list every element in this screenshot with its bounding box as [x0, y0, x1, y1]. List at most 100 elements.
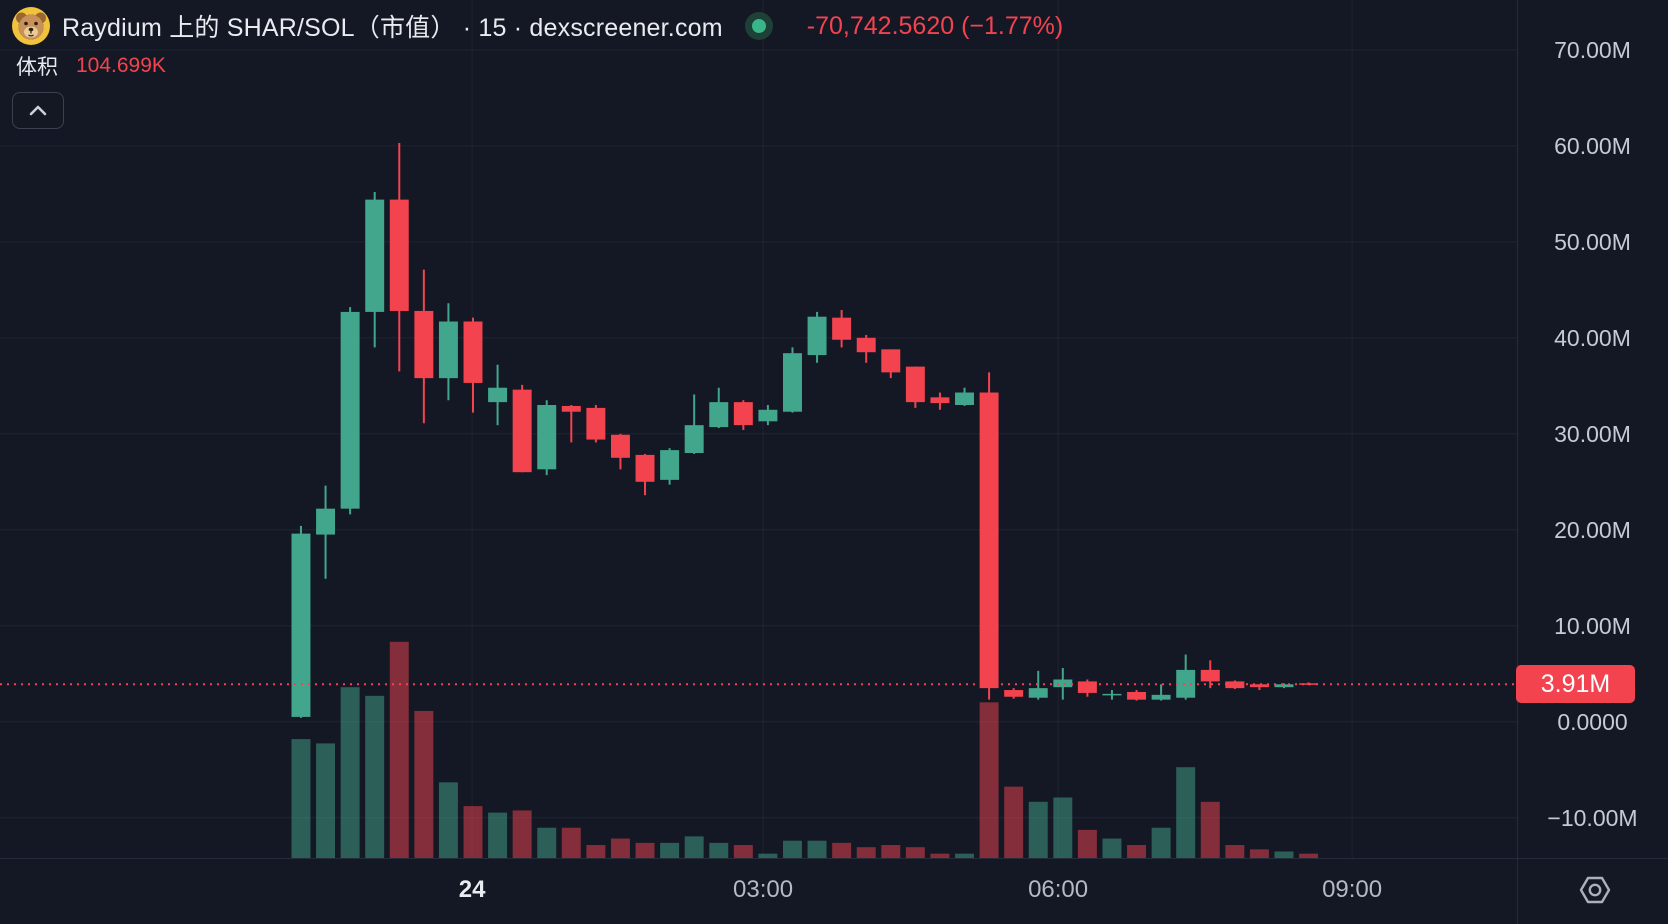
- candle-down: [881, 349, 901, 373]
- volume-bar: [881, 845, 901, 858]
- time-tick-label: 09:00: [1322, 876, 1383, 903]
- candle-up: [488, 387, 508, 403]
- volume-bar: [512, 810, 532, 858]
- candle-up: [537, 405, 557, 470]
- candle-down: [414, 310, 434, 379]
- price-tick-label: 30.00M: [1554, 420, 1631, 447]
- candle-down: [1077, 681, 1097, 693]
- time-tick-label: 03:00: [733, 876, 794, 903]
- volume-bar: [463, 806, 483, 858]
- volume-bar: [1077, 829, 1097, 858]
- price-tick-label: 60.00M: [1554, 132, 1631, 159]
- volume-bar: [438, 782, 458, 858]
- candle-up: [1176, 669, 1196, 698]
- volume-bar: [365, 695, 385, 858]
- candle-up: [758, 409, 778, 422]
- volume-bar: [1151, 827, 1171, 858]
- volume-bar: [586, 845, 606, 858]
- candle-down: [930, 397, 950, 404]
- candle-down: [561, 405, 581, 412]
- volume-bar: [537, 827, 557, 858]
- candle-up: [365, 199, 385, 312]
- candle-up: [1102, 693, 1122, 696]
- volume-bar: [389, 641, 409, 858]
- volume-bar: [1225, 845, 1245, 858]
- candle-down: [586, 407, 606, 440]
- candle-down: [856, 337, 876, 353]
- candle-up: [660, 450, 680, 480]
- volume-bar: [684, 836, 704, 858]
- legend-collapse-button[interactable]: [12, 92, 64, 129]
- volume-bar: [905, 847, 925, 858]
- candle-down: [1299, 683, 1319, 685]
- volume-bar: [561, 827, 581, 858]
- volume-bar: [733, 845, 753, 858]
- price-axis[interactable]: 70.00M 60.00M 50.00M 40.00M 30.00M 20.00M 10.0…: [1517, 0, 1668, 858]
- market-status-dot[interactable]: [744, 12, 773, 40]
- price-axis-separator: [1517, 0, 1518, 924]
- candle-down: [1249, 684, 1269, 688]
- volume-bar: [1127, 845, 1147, 858]
- candle-up: [1028, 688, 1048, 698]
- volume-bar: [709, 842, 729, 858]
- candle-down: [610, 434, 630, 458]
- time-tick-label: 06:00: [1028, 876, 1089, 903]
- chevron-up-icon: [29, 105, 47, 116]
- candle-up: [438, 321, 458, 379]
- candle-up: [684, 425, 704, 453]
- time-tick-label: 24: [458, 876, 486, 903]
- candle-up: [807, 316, 827, 356]
- volume-bar: [979, 702, 999, 858]
- candle-up: [1151, 694, 1171, 700]
- volume-bar: [414, 710, 434, 858]
- volume-bar: [832, 842, 852, 858]
- price-tick-label: 0.0000: [1557, 708, 1628, 735]
- volume-label: 体积: [16, 56, 58, 79]
- time-axis-separator: [0, 858, 1668, 859]
- candle-down: [1225, 681, 1245, 689]
- volume-bar: [807, 840, 827, 858]
- volume-bar: [488, 812, 508, 858]
- time-axis[interactable]: 24 03:00 06:00 09:00: [0, 858, 1668, 924]
- candle-down: [832, 317, 852, 340]
- volume-value: 104.699K: [76, 54, 166, 77]
- candle-up: [782, 353, 802, 412]
- candle-down: [512, 389, 532, 473]
- candle-up: [1274, 684, 1294, 688]
- candle-down: [905, 366, 925, 403]
- candle-down: [979, 392, 999, 689]
- chart-legend: Raydium 上的 SHAR/SOL（市值） · 15 · dexscreen…: [12, 6, 1063, 129]
- candle-up: [709, 402, 729, 428]
- volume-bar: [758, 853, 778, 858]
- volume-bar: [856, 847, 876, 858]
- hexagon-settings-icon[interactable]: [1576, 873, 1614, 907]
- volume-bar: [635, 842, 655, 858]
- volume-bar: [291, 739, 311, 858]
- candle-down: [1127, 691, 1147, 700]
- candle-up: [291, 533, 311, 717]
- candle-down: [463, 321, 483, 383]
- volume-bar: [1249, 849, 1269, 858]
- volume-bar: [930, 853, 950, 858]
- price-tick-label: 20.00M: [1554, 516, 1631, 543]
- volume-bar: [340, 687, 360, 858]
- price-tick-label: 10.00M: [1554, 612, 1631, 639]
- price-change: -70,742.5620 (−1.77%): [806, 11, 1064, 40]
- candle-up: [340, 311, 360, 509]
- price-tick-label: 70.00M: [1554, 36, 1631, 63]
- volume-bar: [782, 840, 802, 858]
- volume-bar: [610, 838, 630, 858]
- candle-down: [635, 454, 655, 482]
- volume-bar: [1200, 801, 1220, 858]
- current-price-label: 3.91M: [1516, 665, 1635, 704]
- volume-bar: [955, 853, 974, 858]
- volume-bar: [1053, 797, 1073, 858]
- volume-bar: [1102, 838, 1122, 858]
- volume-bar: [660, 842, 680, 858]
- candle-down: [1004, 690, 1024, 697]
- volume-bar: [1176, 767, 1196, 858]
- candle-down: [389, 199, 409, 311]
